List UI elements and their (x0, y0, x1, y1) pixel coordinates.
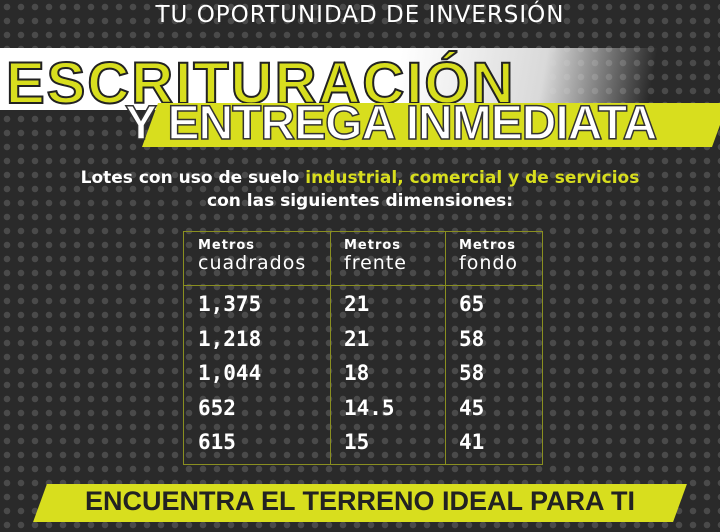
header-divider (184, 285, 542, 286)
header-small: Metros (198, 238, 256, 253)
table-cell: 652 (198, 395, 236, 420)
intro-line2: con las siguientes dimensiones: (207, 191, 513, 211)
header-small: Metros (459, 238, 517, 253)
table-cell: 1,044 (198, 361, 262, 385)
column-header: Metros frente (344, 238, 407, 274)
footer-text: ENCUENTRA EL TERRENO IDEAL PARA TI (84, 486, 636, 516)
intro: Lotes con uso de suelo industrial, comer… (0, 167, 720, 213)
headline-line2: Y ENTREGA INMEDIATA (124, 96, 658, 151)
table-cell: 1,218 (198, 326, 262, 351)
table-cell: 65 (459, 292, 485, 316)
column-header: Metros fondo (459, 238, 518, 274)
table-cell: 21 (344, 292, 370, 316)
table-cell: 615 (198, 430, 236, 454)
title: TU OPORTUNIDAD DE INVERSIÓN (155, 2, 565, 28)
intro-lead: Lotes con uso de suelo (80, 168, 300, 188)
header-large: cuadrados (198, 252, 307, 274)
table-cell: 58 (459, 361, 485, 385)
table: Metros cuadrados Metros frente Metros fondo 1,… (183, 231, 543, 465)
table-cell: 1,375 (198, 292, 262, 316)
header-small: Metros (344, 238, 402, 253)
header-large: frente (344, 252, 407, 274)
table-cell: 18 (344, 361, 370, 385)
column-divider (445, 232, 446, 464)
table-cell: 58 (459, 326, 485, 351)
table-cell: 21 (344, 326, 370, 351)
table-cell: 15 (344, 430, 370, 454)
intro-highlight: industrial, comercial y de servicios (305, 168, 640, 188)
column-header: Metros cuadrados (198, 238, 306, 274)
table-cell: 14.5 (344, 395, 395, 420)
header-large: fondo (459, 252, 519, 274)
table-cell: 41 (459, 430, 485, 454)
table-cell: 45 (459, 395, 485, 420)
column-divider (330, 232, 331, 464)
white-band (0, 48, 720, 110)
